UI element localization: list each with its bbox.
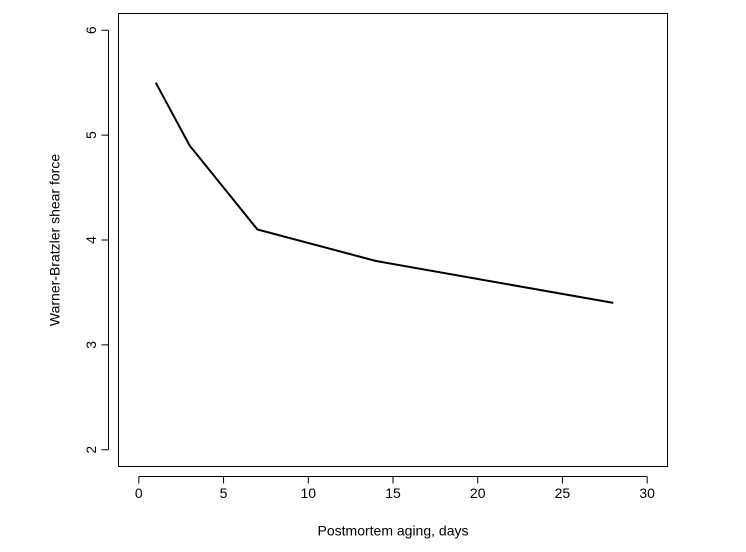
y-tick-label: 4 bbox=[83, 236, 99, 244]
y-tick-label: 5 bbox=[83, 131, 99, 139]
x-tick-label: 20 bbox=[470, 485, 486, 501]
x-tick-label: 25 bbox=[555, 485, 571, 501]
x-axis-label: Postmortem aging, days bbox=[318, 523, 469, 539]
y-tick-label: 3 bbox=[83, 341, 99, 349]
x-tick-label: 5 bbox=[220, 485, 228, 501]
y-tick-label: 2 bbox=[83, 446, 99, 454]
plot-box bbox=[118, 13, 668, 467]
x-tick-label: 0 bbox=[135, 485, 143, 501]
data-line bbox=[154, 82, 614, 304]
x-tick-label: 15 bbox=[385, 485, 401, 501]
x-tick-label: 30 bbox=[639, 485, 655, 501]
y-tick-label: 6 bbox=[83, 26, 99, 34]
y-axis-label: Warner-Bratzler shear force bbox=[47, 154, 63, 326]
x-tick-label: 10 bbox=[300, 485, 316, 501]
